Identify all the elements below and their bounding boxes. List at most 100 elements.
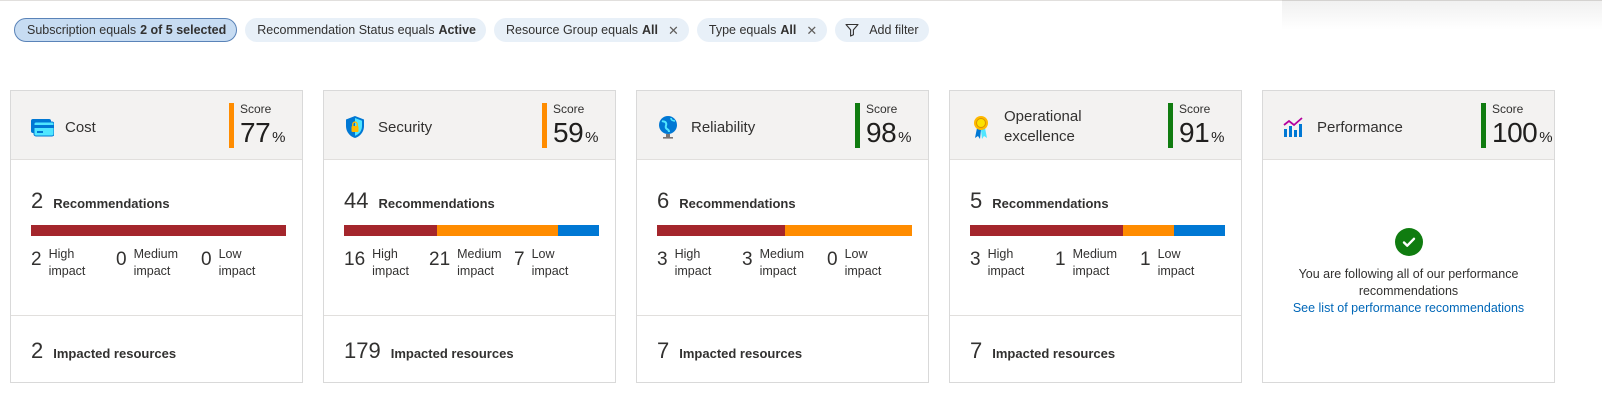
high-impact-count: 16	[344, 249, 366, 270]
performance-recommendations-link[interactable]: See list of performance recommendations	[1292, 301, 1525, 315]
close-icon[interactable]: ✕	[668, 22, 679, 38]
filter-value: 2 of 5 selected	[140, 23, 227, 37]
recommendations-summary[interactable]: 2 Recommendations	[31, 188, 170, 214]
medium-impact: 0 Medium impact	[116, 246, 178, 280]
impact-bar-low	[558, 225, 599, 236]
filter-pill-recommendation-status[interactable]: Recommendation Status equals Active	[245, 18, 486, 42]
score-indicator	[229, 103, 234, 148]
medium-impact-count: 3	[742, 249, 753, 270]
impacted-resources-label: Impacted resources	[53, 346, 177, 361]
impacted-resources[interactable]: 2 Impacted resources	[31, 338, 176, 364]
low-impact-label: Low impact	[844, 247, 882, 278]
card-title: Security	[378, 119, 433, 136]
score-indicator	[855, 103, 860, 148]
impacted-resources-label: Impacted resources	[992, 346, 1116, 361]
header-shadow	[1282, 0, 1602, 30]
recommendations-label: Recommendations	[679, 196, 796, 211]
high-impact-count: 3	[970, 249, 981, 270]
checkmark-icon	[1394, 228, 1423, 256]
low-impact-count: 1	[1140, 249, 1151, 270]
impact-bar-medium	[784, 225, 912, 236]
security-shield-icon	[343, 115, 367, 139]
impact-bar-medium	[436, 225, 559, 236]
high-impact-count: 2	[31, 249, 42, 270]
low-impact-count: 0	[827, 249, 838, 270]
impacted-resources-count: 179	[344, 338, 381, 363]
card-divider	[637, 315, 928, 316]
card-header: Security Score 59%	[324, 91, 615, 160]
recommendations-summary[interactable]: 6 Recommendations	[657, 188, 796, 214]
impacted-resources-label: Impacted resources	[679, 346, 803, 361]
cost-card[interactable]: Cost Score 77% 2 Recommendations 2 High i…	[10, 90, 303, 383]
low-impact-count: 0	[201, 249, 212, 270]
performance-message-line1: You are following all of our performance	[1298, 267, 1519, 281]
recommendations-count: 5	[970, 188, 983, 213]
medium-impact: 1 Medium impact	[1055, 246, 1117, 280]
filter-pill-resource-group[interactable]: Resource Group equals All ✕	[493, 18, 689, 42]
filter-prefix: Recommendation Status equals	[257, 23, 435, 37]
performance-card[interactable]: Performance Score 100% You are following…	[1262, 90, 1555, 383]
score-value: 91%	[1179, 117, 1224, 148]
impact-bar-high	[31, 225, 286, 236]
impacted-resources[interactable]: 7 Impacted resources	[970, 338, 1115, 364]
impacted-resources-label: Impacted resources	[390, 346, 514, 361]
recommendations-count: 2	[31, 188, 44, 213]
impact-bar	[970, 225, 1225, 236]
close-icon[interactable]: ✕	[806, 22, 818, 38]
impact-bar-low	[1174, 225, 1225, 236]
low-impact-label: Low impact	[218, 247, 256, 278]
filter-bar: Subscription equals 2 of 5 selected Reco…	[14, 18, 929, 42]
filter-pill-type[interactable]: Type equals All ✕	[696, 18, 828, 42]
card-divider	[324, 315, 615, 316]
add-filter-label: Add filter	[869, 23, 919, 37]
recommendations-label: Recommendations	[53, 196, 170, 211]
impacted-resources-count: 2	[31, 338, 44, 363]
impacted-resources[interactable]: 7 Impacted resources	[657, 338, 802, 364]
medium-impact: 3 Medium impact	[742, 246, 804, 280]
card-title: Performance	[1317, 119, 1403, 136]
impact-bar-medium	[1123, 225, 1174, 236]
medium-impact-label: Medium impact	[759, 247, 805, 278]
card-title: Operational excellence	[1004, 108, 1082, 145]
award-ribbon-icon	[969, 115, 993, 139]
funnel-icon	[845, 23, 859, 37]
impact-bar	[31, 225, 286, 236]
low-impact: 1 Low impact	[1140, 246, 1194, 280]
medium-impact: 21 Medium impact	[429, 246, 502, 280]
card-header: Reliability Score 98%	[637, 91, 928, 160]
card-header: Performance Score 100%	[1263, 91, 1554, 160]
globe-icon	[656, 115, 680, 139]
card-divider	[11, 315, 302, 316]
impact-bar-high	[657, 225, 785, 236]
low-impact: 0 Low impact	[827, 246, 881, 280]
impacted-resources[interactable]: 179 Impacted resources	[344, 338, 514, 364]
medium-impact-count: 21	[429, 249, 451, 270]
score-label: Score	[1492, 102, 1524, 116]
card-header: Cost Score 77%	[11, 91, 302, 160]
impacted-resources-count: 7	[657, 338, 670, 363]
security-card[interactable]: Security Score 59% 44 Recommendations 16…	[323, 90, 616, 383]
recommendations-summary[interactable]: 5 Recommendations	[970, 188, 1109, 214]
filter-prefix: Subscription equals	[27, 23, 137, 37]
low-impact-label: Low impact	[1157, 247, 1195, 278]
filter-pill-subscription[interactable]: Subscription equals 2 of 5 selected	[14, 18, 238, 42]
score-label: Score	[866, 102, 898, 116]
card-title: Cost	[65, 119, 96, 136]
recommendations-label: Recommendations	[378, 196, 495, 211]
low-impact: 0 Low impact	[201, 246, 255, 280]
add-filter-button[interactable]: Add filter	[835, 18, 929, 42]
impacted-resources-count: 7	[970, 338, 983, 363]
high-impact: 3 High impact	[657, 246, 711, 280]
medium-impact-count: 0	[116, 249, 127, 270]
reliability-card[interactable]: Reliability Score 98% 6 Recommendations …	[636, 90, 929, 383]
recommendations-count: 44	[344, 188, 369, 213]
performance-message-line2: recommendations	[1358, 284, 1459, 298]
recommendations-summary[interactable]: 44 Recommendations	[344, 188, 495, 214]
operational-excellence-card[interactable]: Operational excellence Score 91% 5 Recomm…	[949, 90, 1242, 383]
low-impact-count: 7	[514, 249, 525, 270]
performance-message: You are following all of our performance…	[1263, 228, 1554, 317]
low-impact-label: Low impact	[531, 247, 569, 278]
top-divider	[0, 0, 1602, 1]
filter-value: All	[780, 23, 797, 37]
recommendations-count: 6	[657, 188, 670, 213]
